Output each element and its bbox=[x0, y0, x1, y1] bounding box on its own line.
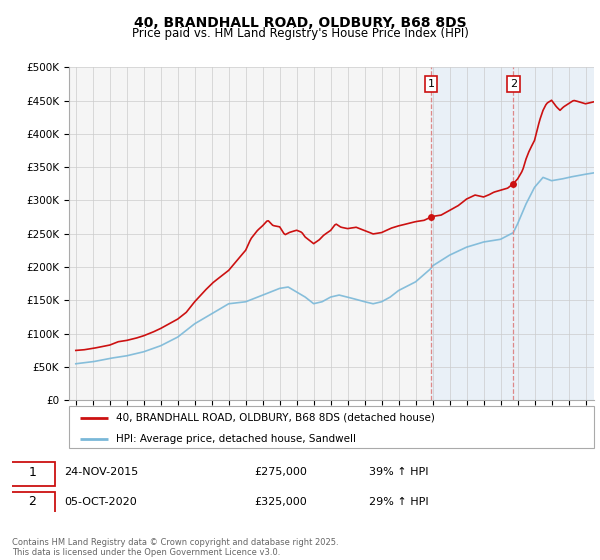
Text: £325,000: £325,000 bbox=[254, 497, 307, 507]
Text: 39% ↑ HPI: 39% ↑ HPI bbox=[369, 468, 428, 478]
Text: 2: 2 bbox=[28, 495, 36, 508]
Text: 40, BRANDHALL ROAD, OLDBURY, B68 8DS (detached house): 40, BRANDHALL ROAD, OLDBURY, B68 8DS (de… bbox=[116, 413, 435, 423]
Text: 29% ↑ HPI: 29% ↑ HPI bbox=[369, 497, 429, 507]
Text: 40, BRANDHALL ROAD, OLDBURY, B68 8DS: 40, BRANDHALL ROAD, OLDBURY, B68 8DS bbox=[134, 16, 466, 30]
Text: 1: 1 bbox=[28, 466, 36, 479]
Text: 1: 1 bbox=[427, 79, 434, 89]
Text: 05-OCT-2020: 05-OCT-2020 bbox=[64, 497, 137, 507]
FancyBboxPatch shape bbox=[9, 463, 55, 486]
Text: 24-NOV-2015: 24-NOV-2015 bbox=[64, 468, 138, 478]
Text: Price paid vs. HM Land Registry's House Price Index (HPI): Price paid vs. HM Land Registry's House … bbox=[131, 27, 469, 40]
Text: Contains HM Land Registry data © Crown copyright and database right 2025.
This d: Contains HM Land Registry data © Crown c… bbox=[12, 538, 338, 557]
FancyBboxPatch shape bbox=[9, 492, 55, 515]
Text: £275,000: £275,000 bbox=[254, 468, 307, 478]
FancyBboxPatch shape bbox=[69, 406, 594, 448]
Text: 2: 2 bbox=[510, 79, 517, 89]
Bar bbox=[431, 67, 596, 400]
Text: HPI: Average price, detached house, Sandwell: HPI: Average price, detached house, Sand… bbox=[116, 434, 356, 444]
